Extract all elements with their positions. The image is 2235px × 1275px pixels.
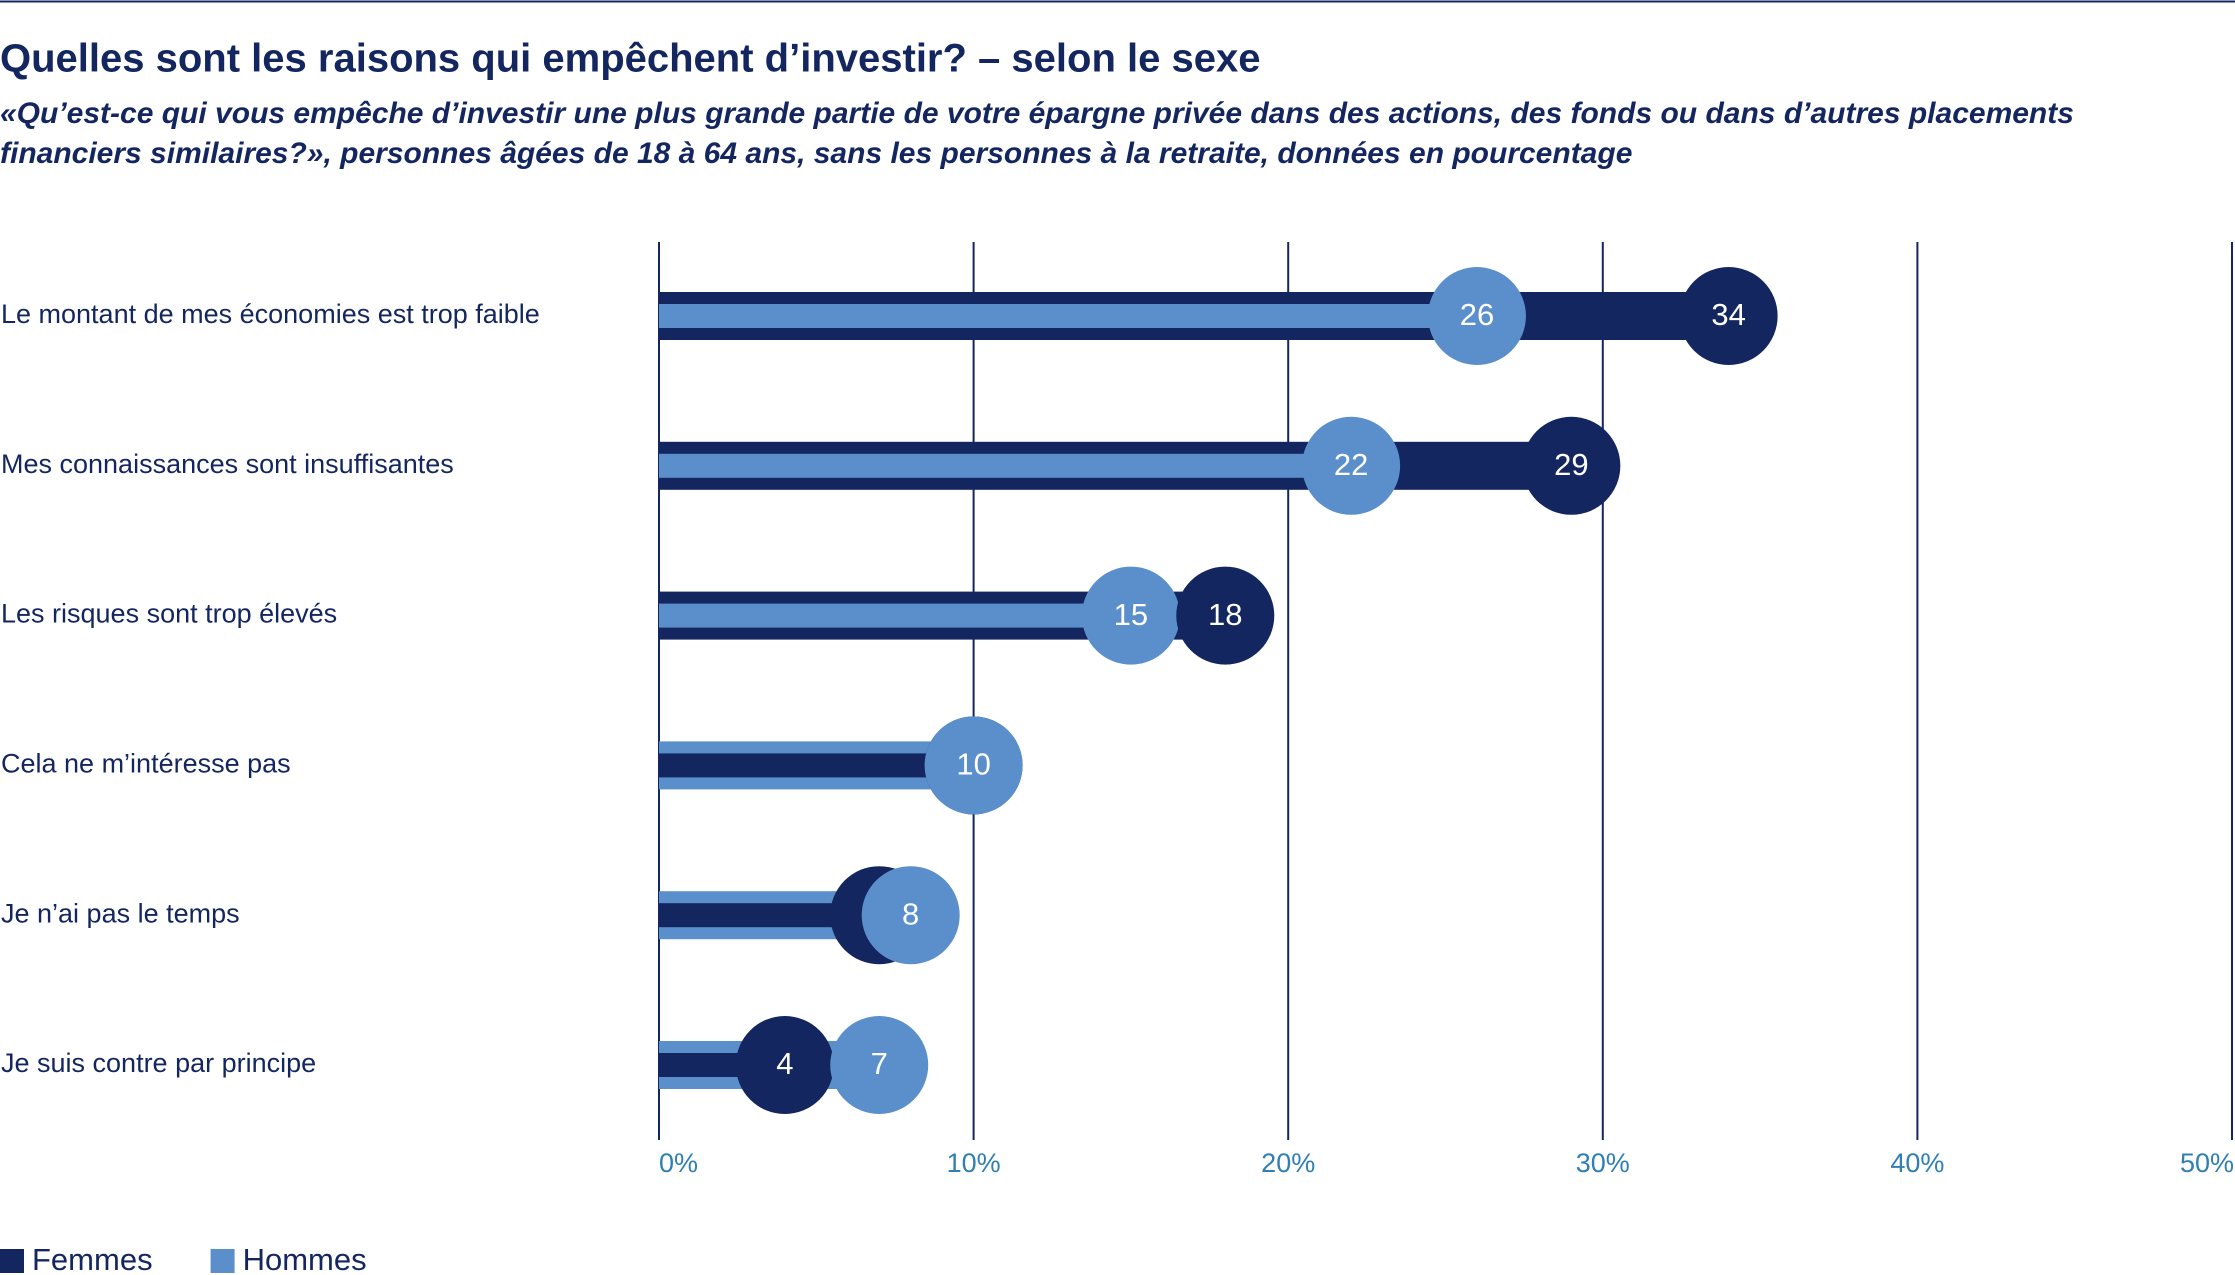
category-label: Je n’ai pas le temps xyxy=(1,898,240,928)
x-tick-label: 0% xyxy=(659,1148,698,1178)
legend-label: Hommes xyxy=(243,1242,367,1275)
category-label: Les risques sont trop élevés xyxy=(1,599,337,629)
dot xyxy=(1302,416,1401,515)
bar xyxy=(659,753,974,778)
dot xyxy=(1176,566,1275,665)
legend-swatch xyxy=(210,1249,235,1273)
dot xyxy=(1679,267,1778,365)
dot xyxy=(735,1016,834,1114)
legend-swatch xyxy=(0,1249,24,1273)
value-label: 10 xyxy=(956,747,990,782)
x-tick-label: 40% xyxy=(1890,1148,1944,1178)
bar xyxy=(659,603,1131,628)
value-label: 29 xyxy=(1554,447,1588,482)
x-tick-label: 10% xyxy=(947,1148,1001,1178)
bar xyxy=(659,304,1477,328)
value-label: 8 xyxy=(902,896,919,931)
dot xyxy=(1522,416,1621,515)
x-tick-label: 20% xyxy=(1261,1148,1315,1178)
chart-subtitle: financiers similaires?», personnes âgées… xyxy=(0,137,1632,170)
dot xyxy=(1427,267,1526,365)
bar xyxy=(659,453,1352,478)
value-label: 18 xyxy=(1208,597,1242,632)
dot xyxy=(924,716,1023,815)
category-label: Cela ne m’intéresse pas xyxy=(1,749,291,779)
chart-title: Quelles sont les raisons qui empêchent d… xyxy=(0,37,1260,81)
category-label: Mes connaissances sont insuffisantes xyxy=(1,449,454,479)
category-label: Le montant de mes économies est trop fai… xyxy=(1,299,540,329)
value-label: 26 xyxy=(1460,297,1494,332)
value-label: 15 xyxy=(1114,597,1148,632)
value-label: 22 xyxy=(1334,447,1368,482)
dot xyxy=(861,866,960,965)
dot xyxy=(1081,566,1180,665)
legend-label: Femmes xyxy=(32,1242,153,1275)
chart-subtitle: «Qu’est-ce qui vous empêche d’investir u… xyxy=(0,97,2074,130)
category-label: Je suis contre par principe xyxy=(1,1048,316,1078)
value-label: 4 xyxy=(776,1046,793,1081)
x-tick-label: 30% xyxy=(1576,1148,1630,1178)
dot xyxy=(830,1016,929,1114)
value-label: 7 xyxy=(871,1046,888,1081)
x-tick-label: 50% xyxy=(2180,1148,2234,1178)
value-label: 34 xyxy=(1711,297,1745,332)
